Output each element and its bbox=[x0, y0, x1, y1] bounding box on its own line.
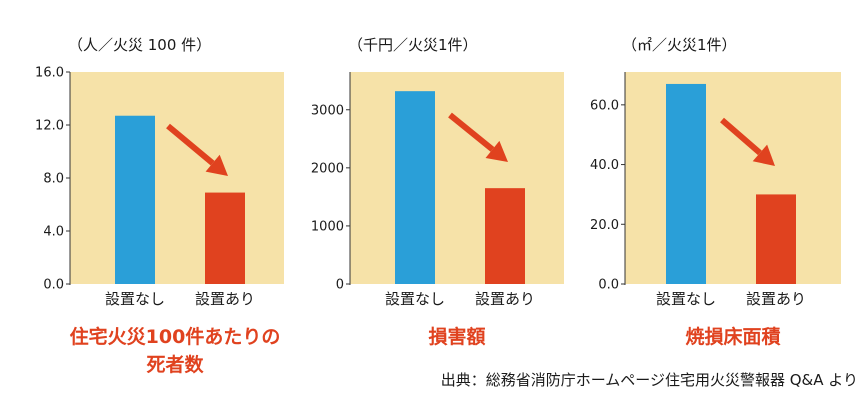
y-tick-label: 0 bbox=[336, 278, 344, 293]
chart-title: 損害額 bbox=[428, 325, 485, 348]
y-tick-label: 2000 bbox=[311, 161, 344, 176]
y-tick-label: 4.0 bbox=[43, 225, 64, 240]
arrow-shaft bbox=[166, 123, 215, 166]
plot-background bbox=[625, 72, 841, 284]
bar-without-alarm bbox=[395, 91, 435, 285]
axis-unit-label: （千円／火災1件） bbox=[348, 36, 478, 54]
y-tick-label: 60.0 bbox=[590, 98, 619, 113]
bar-with-alarm bbox=[485, 188, 525, 284]
plot-background bbox=[70, 72, 284, 284]
plot-background bbox=[350, 72, 564, 284]
y-tick-label: 16.0 bbox=[35, 66, 64, 81]
category-label: 設置なし bbox=[105, 290, 165, 308]
y-tick-label: 8.0 bbox=[43, 172, 64, 187]
arrow-head-icon bbox=[485, 140, 508, 162]
source-citation: 出典：総務省消防庁ホームページ住宅用火災警報器 Q&A より bbox=[441, 371, 858, 389]
y-tick-label: 3000 bbox=[311, 103, 344, 118]
arrow-head-icon bbox=[752, 144, 775, 166]
y-tick-label: 0.0 bbox=[43, 278, 64, 293]
chart-title: 死者数 bbox=[146, 353, 204, 376]
category-label: 設置なし bbox=[656, 290, 716, 308]
axis-unit-label: （人／火災 100 件） bbox=[68, 36, 211, 54]
bar-with-alarm bbox=[205, 192, 245, 284]
chart-title: 焼損床面積 bbox=[685, 325, 780, 348]
y-tick-label: 40.0 bbox=[590, 158, 619, 173]
category-label: 設置あり bbox=[195, 290, 255, 308]
arrow-shaft bbox=[720, 117, 762, 156]
chart-panel-1: （人／火災 100 件） 16.0 12.0 8.0 4.0 0.0 設置なし 設置あり住宅火… bbox=[35, 36, 284, 376]
category-label: 設置あり bbox=[746, 290, 806, 308]
y-tick-label: 1000 bbox=[311, 219, 344, 234]
arrow-head-icon bbox=[205, 154, 228, 176]
bar-with-alarm bbox=[756, 194, 796, 284]
bar-without-alarm bbox=[115, 115, 155, 284]
arrow-shaft bbox=[448, 112, 495, 152]
chart-title: 住宅火災100件あたりの bbox=[70, 325, 281, 348]
y-tick-label: 12.0 bbox=[35, 119, 64, 134]
category-label: 設置なし bbox=[385, 290, 445, 308]
bar-without-alarm bbox=[666, 83, 706, 284]
axis-unit-label: （㎡／火災1件） bbox=[622, 36, 737, 54]
y-tick-label: 20.0 bbox=[590, 218, 619, 233]
y-tick-label: 0.0 bbox=[598, 278, 619, 293]
category-label: 設置あり bbox=[475, 290, 535, 308]
